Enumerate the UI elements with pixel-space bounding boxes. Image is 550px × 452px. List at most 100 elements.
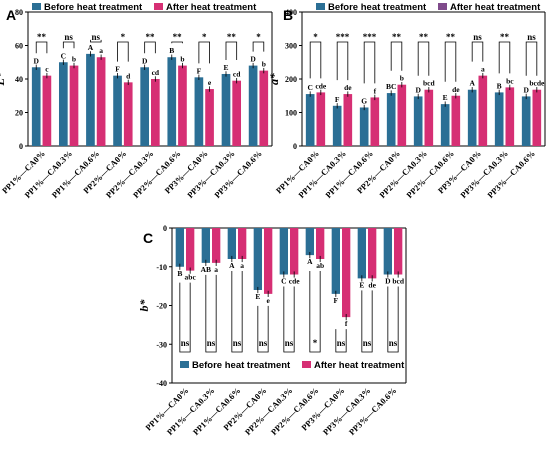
significance-bracket xyxy=(231,271,243,353)
bar-after xyxy=(397,84,407,146)
y-tick-label: -40 xyxy=(156,379,167,388)
bar-after xyxy=(532,89,542,146)
letter-label: b xyxy=(400,74,404,83)
letter-label: a xyxy=(481,65,485,74)
legend: Before heat treatment After heat treatmen… xyxy=(180,360,405,371)
y-tick-label: -10 xyxy=(156,263,167,272)
y-axis-label: L* xyxy=(0,71,7,86)
y-tick-label: -20 xyxy=(156,302,167,311)
letter-label: E xyxy=(255,292,260,301)
letter-label: a xyxy=(99,46,103,55)
letter-label: G xyxy=(361,96,367,105)
y-tick-label: 100 xyxy=(285,109,297,118)
significance-label: ns xyxy=(473,32,482,42)
letter-label: D xyxy=(385,277,391,286)
letter-label: cd xyxy=(152,68,160,77)
bar-after xyxy=(478,75,488,146)
letter-label: D xyxy=(34,56,40,65)
bar-after xyxy=(178,65,187,146)
significance-label: ** xyxy=(37,32,47,42)
significance-label: ns xyxy=(259,338,268,348)
significance-label: ** xyxy=(392,32,402,42)
significance-label: *** xyxy=(336,32,350,42)
significance-label: ** xyxy=(227,32,237,42)
letter-label: E xyxy=(223,63,228,72)
significance-bracket xyxy=(257,305,269,353)
bar-before xyxy=(58,62,68,146)
x-tick-label: PP2%—CA0.3% xyxy=(377,148,429,200)
bar-before xyxy=(279,228,288,275)
bar-before xyxy=(248,65,258,146)
letter-label: A xyxy=(469,79,475,88)
significance-bracket xyxy=(525,41,538,76)
significance-label: ns xyxy=(389,338,398,348)
legend-label-after: After heat treatment xyxy=(166,2,257,13)
bar-before xyxy=(253,228,262,290)
letter-label: A xyxy=(88,43,94,52)
x-tick-label: PP2%—CA0.6% xyxy=(404,148,456,200)
legend-swatch-after xyxy=(154,3,163,10)
letter-label: F xyxy=(115,65,120,74)
bar-before xyxy=(227,228,236,259)
letter-label: F xyxy=(197,66,202,75)
significance-bracket xyxy=(225,41,238,60)
x-tick-label: PP2%—CA0.6% xyxy=(131,148,183,200)
letter-label: C xyxy=(61,51,66,60)
letter-label: bcd xyxy=(423,79,436,88)
letter-label: A xyxy=(229,261,235,270)
letter-label: de xyxy=(344,83,352,92)
significance-bracket xyxy=(498,41,511,74)
legend-label-after: After heat treatment xyxy=(450,2,541,13)
x-tick-label: PP1%—CA0.6% xyxy=(50,148,102,200)
letter-label: E xyxy=(443,93,448,102)
bar-before xyxy=(383,228,392,275)
letter-label: de xyxy=(452,85,460,94)
letter-label: C xyxy=(281,277,286,286)
bar-after xyxy=(290,228,299,275)
significance-bracket xyxy=(417,41,430,76)
legend: Before heat treatment After heat treatmen… xyxy=(316,2,541,13)
bar-before xyxy=(440,104,450,146)
letter-label: d xyxy=(126,71,131,80)
bar-after xyxy=(424,89,434,146)
bar-after xyxy=(316,228,325,259)
bar-after xyxy=(394,228,403,275)
letter-label: cde xyxy=(289,277,301,286)
bar-after xyxy=(368,228,377,279)
bar-after xyxy=(343,94,353,146)
letter-label: bc xyxy=(506,76,514,85)
legend-swatch-after xyxy=(438,3,447,10)
letter-label: b xyxy=(180,55,184,64)
letter-label: D xyxy=(250,55,256,64)
x-tick-label: PP1%—CA0.3% xyxy=(22,148,74,200)
significance-bracket xyxy=(35,41,48,54)
letter-label: bcde xyxy=(529,79,545,88)
bar-before xyxy=(201,228,210,263)
bar-before xyxy=(305,94,315,146)
bar-before xyxy=(359,107,369,146)
significance-bracket xyxy=(198,41,210,64)
x-tick-label: PP1%—CA0.6% xyxy=(323,148,375,200)
y-tick-label: -30 xyxy=(156,340,167,349)
letter-label: cd xyxy=(233,70,241,79)
x-tick-label: PP1%—CA0.3% xyxy=(296,148,348,200)
letter-label: C xyxy=(307,83,312,92)
letter-label: B xyxy=(177,269,182,278)
significance-label: ns xyxy=(92,32,101,42)
bar-before xyxy=(175,228,184,267)
bar-after xyxy=(342,228,351,318)
y-tick-label: 80 xyxy=(15,8,23,17)
bar-before xyxy=(140,67,149,146)
legend-swatch-before xyxy=(180,361,189,368)
significance-bracket xyxy=(390,41,403,71)
significance-bracket xyxy=(471,41,484,62)
significance-bracket xyxy=(205,274,217,353)
bar-after xyxy=(69,65,79,146)
significance-label: ** xyxy=(419,32,429,42)
legend: Before heat treatment After heat treatmen… xyxy=(32,2,257,13)
significance-bracket xyxy=(335,329,347,353)
bar-after xyxy=(151,79,160,146)
bar-before xyxy=(305,228,314,256)
bar-before xyxy=(467,89,477,146)
